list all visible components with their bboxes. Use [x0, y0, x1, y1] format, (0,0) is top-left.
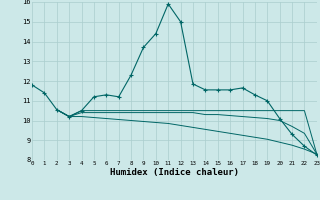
X-axis label: Humidex (Indice chaleur): Humidex (Indice chaleur): [110, 168, 239, 177]
